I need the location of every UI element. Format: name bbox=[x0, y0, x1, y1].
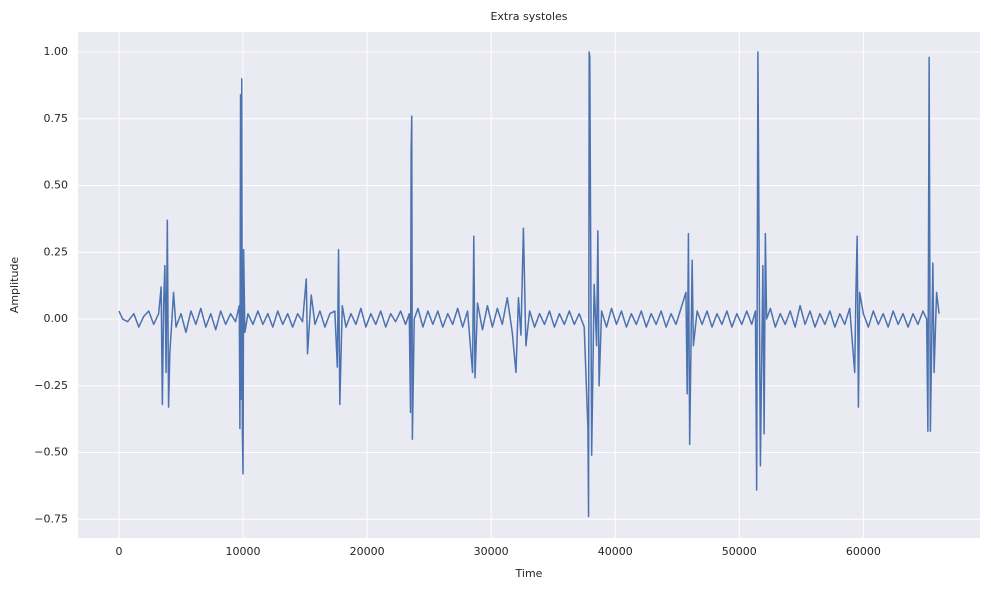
y-tick-label: −0.75 bbox=[34, 512, 68, 525]
x-tick-label: 0 bbox=[115, 545, 122, 558]
y-tick-label: −0.25 bbox=[34, 379, 68, 392]
x-tick-label: 60000 bbox=[846, 545, 881, 558]
plot-area bbox=[78, 32, 980, 538]
x-tick-label: 50000 bbox=[722, 545, 757, 558]
y-axis-label: Amplitude bbox=[8, 257, 21, 314]
x-tick-label: 30000 bbox=[474, 545, 509, 558]
y-tick-label: 0.00 bbox=[44, 312, 69, 325]
y-tick-label: 0.50 bbox=[44, 179, 69, 192]
x-tick-label: 40000 bbox=[598, 545, 633, 558]
x-tick-label: 20000 bbox=[350, 545, 385, 558]
y-tick-label: 1.00 bbox=[44, 45, 69, 58]
x-tick-label: 10000 bbox=[226, 545, 261, 558]
chart-title: Extra systoles bbox=[490, 10, 567, 23]
y-tick-label: 0.25 bbox=[44, 245, 69, 258]
x-axis-label: Time bbox=[515, 567, 543, 580]
data-line bbox=[118, 51, 940, 518]
y-tick-label: −0.50 bbox=[34, 446, 68, 459]
y-tick-label: 0.75 bbox=[44, 112, 69, 125]
